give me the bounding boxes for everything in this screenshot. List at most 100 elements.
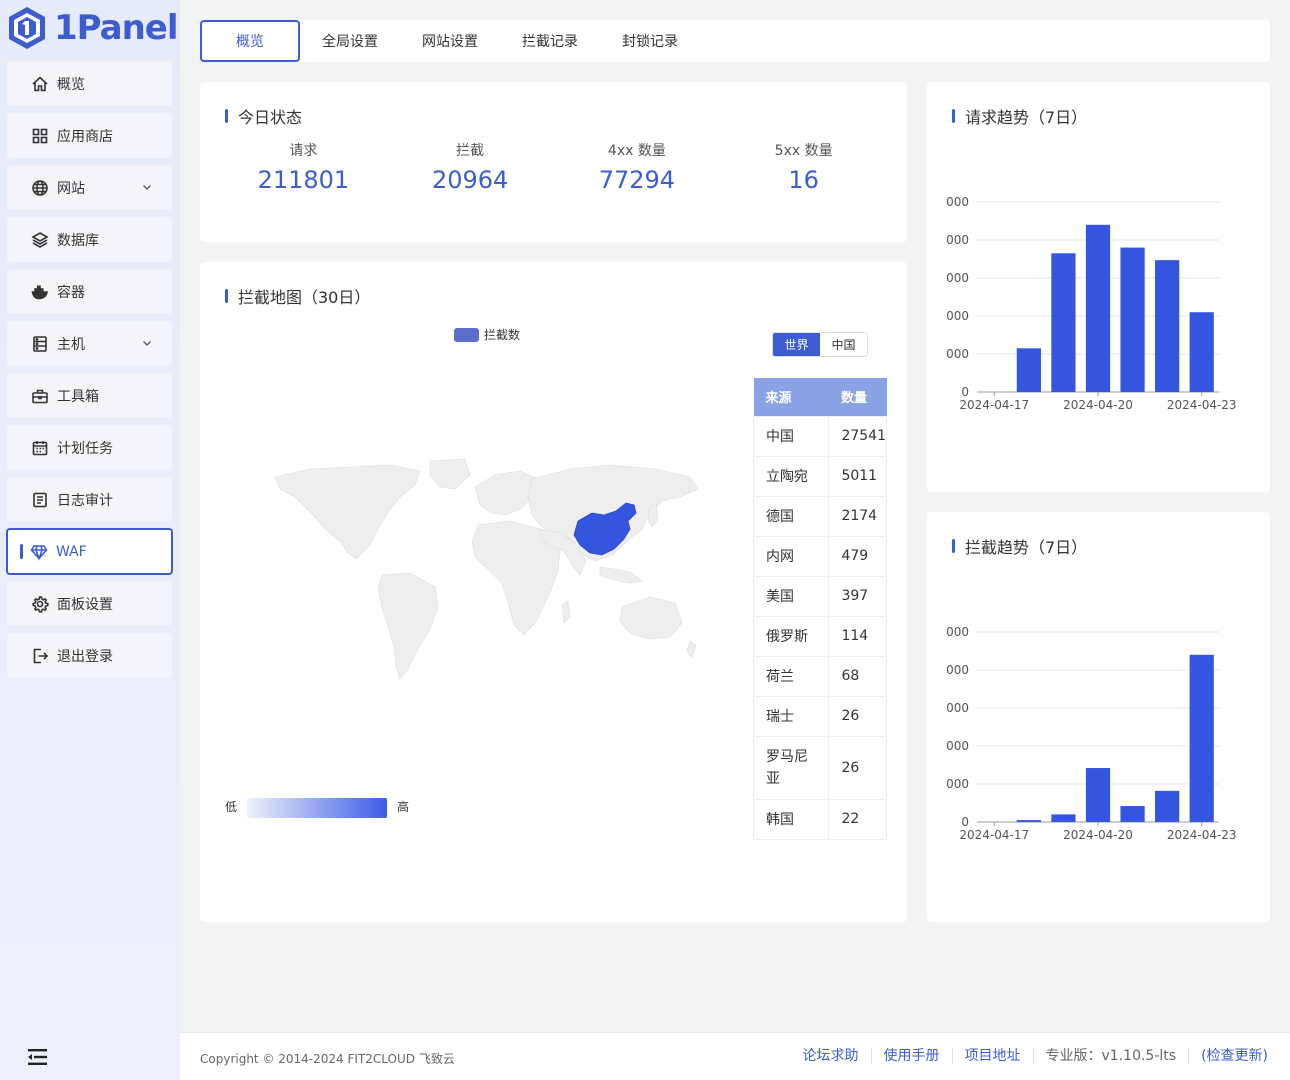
map-legend-label[interactable]: 拦截数	[484, 328, 521, 342]
table-row[interactable]: 立陶宛 5011	[752, 455, 887, 497]
collapse-menu-icon[interactable]	[28, 1048, 48, 1066]
stat-value: 16	[788, 166, 819, 194]
chevron-down-icon[interactable]	[142, 182, 152, 192]
sidebar-item-grid[interactable]: 应用商店	[6, 112, 173, 159]
region-china[interactable]	[573, 502, 637, 556]
check-update-link[interactable]: (检查更新)	[1201, 1048, 1268, 1064]
sidebar-item-globe[interactable]: 网站	[6, 164, 173, 211]
visual-map-high: 高	[397, 800, 410, 814]
waf-tabs: 概览 全局设置 网站设置 拦截记录 封锁记录	[200, 20, 1270, 62]
source-count: 2174	[828, 495, 887, 537]
stat-label: 拦截	[456, 143, 485, 159]
table-row[interactable]: 德国 2174	[752, 495, 887, 537]
logo[interactable]: 1Panel	[6, 4, 179, 52]
grid-icon	[31, 127, 49, 145]
sidebar-item-logout[interactable]: 退出登录	[6, 632, 173, 679]
bar-2024-04-20[interactable]	[1085, 768, 1111, 822]
region-south-america[interactable]	[377, 572, 439, 680]
sidebar-item-layers[interactable]: 数据库	[6, 216, 173, 263]
sidebar-item-home[interactable]: 概览	[6, 60, 173, 107]
bar-2024-04-18[interactable]	[1016, 820, 1041, 822]
region-japan[interactable]	[647, 502, 659, 528]
region-madagascar[interactable]	[561, 600, 571, 624]
region-southeast-asia[interactable]	[599, 566, 643, 584]
calendar-icon	[31, 439, 49, 457]
sidebar: 1Panel 概览应用商店网站数据库容器主机工具箱计划任务日志审计 WAF 面板设置…	[0, 0, 180, 1080]
bar-2024-04-21[interactable]	[1120, 247, 1145, 392]
sidebar-item-label: 退出登录	[57, 648, 113, 665]
region-south-asia[interactable]	[539, 528, 587, 576]
world-map[interactable]	[270, 457, 700, 687]
bar-2024-04-18[interactable]	[1016, 348, 1041, 392]
table-row[interactable]: 荷兰 68	[752, 655, 887, 697]
stat-0: 请求 211801	[220, 140, 387, 194]
source-count: 5011	[828, 455, 887, 497]
toggle-china[interactable]: 中国	[820, 333, 867, 356]
bar-2024-04-22[interactable]	[1155, 260, 1180, 392]
sidebar-item-gear[interactable]: 面板设置	[6, 580, 173, 627]
bar-2024-04-22[interactable]	[1155, 790, 1180, 822]
bar-2024-04-19[interactable]	[1051, 253, 1076, 392]
toggle-world[interactable]: 世界	[773, 333, 820, 356]
source-count: 26	[828, 735, 887, 800]
tab-1[interactable]: 全局设置	[322, 34, 378, 50]
tab-4[interactable]: 封锁记录	[622, 34, 678, 50]
forum-link[interactable]: 论坛求助	[791, 1048, 872, 1064]
map-legend-swatch[interactable]	[454, 328, 479, 342]
globe-icon	[31, 179, 49, 197]
tab-3[interactable]: 拦截记录	[522, 34, 578, 50]
sidebar-item-calendar[interactable]: 计划任务	[6, 424, 173, 471]
region-north-america[interactable]	[274, 464, 421, 560]
sidebar-item-docker[interactable]: 容器	[6, 268, 173, 315]
manual-link[interactable]: 使用手册	[872, 1048, 953, 1064]
y-tick-label: 0	[961, 385, 969, 399]
bar-2024-04-20[interactable]	[1085, 224, 1111, 392]
y-tick-label: 000	[946, 739, 969, 753]
bar-2024-04-21[interactable]	[1120, 806, 1145, 822]
region-new-zealand[interactable]	[686, 640, 697, 658]
table-row[interactable]: 美国 397	[752, 575, 887, 617]
column-header-count: 数量	[828, 378, 887, 416]
region-greenland[interactable]	[429, 458, 471, 490]
sidebar-item-label: 数据库	[57, 232, 99, 249]
bar-2024-04-23[interactable]	[1189, 654, 1214, 822]
table-row[interactable]: 俄罗斯 114	[752, 615, 887, 657]
tab-0[interactable]: 概览	[200, 20, 300, 62]
y-tick-label: 000	[946, 309, 969, 323]
bar-2024-04-19[interactable]	[1051, 814, 1076, 822]
table-row[interactable]: 内网 479	[752, 535, 887, 577]
server-icon	[31, 335, 49, 353]
chevron-down-icon[interactable]	[142, 338, 152, 348]
region-australia[interactable]	[619, 596, 683, 640]
source-name: 韩国	[752, 798, 830, 840]
y-tick-label: 000	[946, 195, 969, 209]
toolbox-icon	[31, 387, 49, 405]
sidebar-item-server[interactable]: 主机	[6, 320, 173, 367]
sidebar-item-label: 日志审计	[57, 492, 113, 509]
table-header-row: 来源 数量	[753, 378, 887, 416]
home-icon	[31, 75, 49, 93]
sidebar-item-log[interactable]: 日志审计	[6, 476, 173, 523]
table-row[interactable]: 瑞士 26	[752, 695, 887, 737]
today-status-card: 今日状态	[200, 82, 907, 242]
sidebar-item-toolbox[interactable]: 工具箱	[6, 372, 173, 419]
table-row[interactable]: 中国 27541	[752, 415, 887, 457]
visual-map-gradient[interactable]	[247, 798, 387, 818]
region-europe[interactable]	[474, 470, 539, 516]
source-count: 22	[828, 798, 887, 840]
source-name: 内网	[752, 535, 830, 577]
table-row[interactable]: 罗马尼亚 26	[752, 735, 887, 800]
visual-map-low: 低	[225, 800, 238, 814]
sidebar-item-diamond[interactable]: WAF	[6, 528, 173, 575]
project-link[interactable]: 项目地址	[953, 1048, 1034, 1064]
x-tick-label: 2024-04-20	[1063, 828, 1133, 842]
tab-2[interactable]: 网站设置	[422, 34, 478, 50]
table-row[interactable]: 韩国 22	[752, 798, 887, 840]
source-name: 美国	[752, 575, 830, 617]
bar-2024-04-23[interactable]	[1189, 312, 1214, 392]
y-tick-label: 0	[961, 815, 969, 829]
source-name: 德国	[752, 495, 830, 537]
stat-label: 4xx 数量	[607, 143, 666, 159]
